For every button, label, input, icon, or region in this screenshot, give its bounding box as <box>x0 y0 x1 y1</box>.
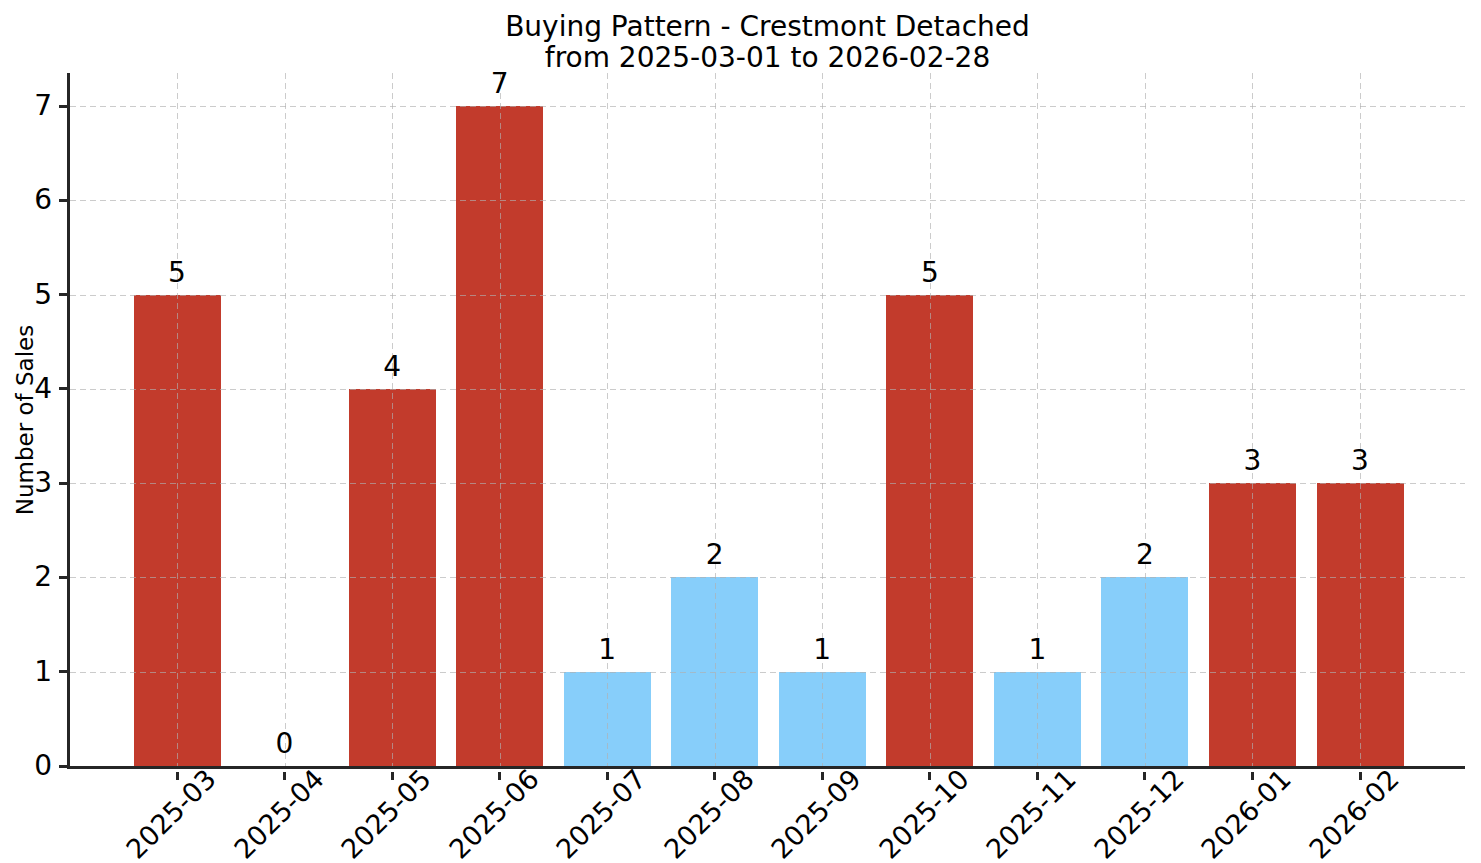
x-tick-mark-2025-12 <box>1143 772 1146 780</box>
bar-value-label-2025-05: 4 <box>383 352 401 382</box>
v-gridline-2026-01 <box>1252 73 1253 766</box>
v-gridline-2026-02 <box>1360 73 1361 766</box>
v-gridline-2025-08 <box>715 73 716 766</box>
x-tick-label-2025-12: 2025-12 <box>1089 765 1188 863</box>
x-tick-label-2025-09: 2025-09 <box>767 765 866 863</box>
x-tick-mark-2025-11 <box>1036 772 1039 780</box>
chart-title: Buying Pattern - Crestmont Detached <box>70 11 1465 42</box>
y-tick-mark-2 <box>59 576 67 579</box>
bar-value-label-2026-02: 3 <box>1351 446 1369 476</box>
v-gridline-2025-12 <box>1145 73 1146 766</box>
x-tick-label-2026-01: 2026-01 <box>1197 765 1296 863</box>
y-tick-label-6: 6 <box>0 186 52 214</box>
h-gridline-7 <box>70 106 1465 107</box>
y-tick-label-4: 4 <box>0 375 52 403</box>
v-gridline-2025-10 <box>930 73 931 766</box>
v-gridline-2025-04 <box>285 73 286 766</box>
x-tick-mark-2025-10 <box>928 772 931 780</box>
y-tick-mark-0 <box>59 765 67 768</box>
x-tick-label-2025-11: 2025-11 <box>982 765 1081 863</box>
y-tick-label-3: 3 <box>0 469 52 497</box>
bar-value-label-2025-07: 1 <box>598 635 616 665</box>
x-tick-label-2025-05: 2025-05 <box>337 765 436 863</box>
x-tick-mark-2025-06 <box>498 772 501 780</box>
y-tick-mark-4 <box>59 387 67 390</box>
x-tick-mark-2026-01 <box>1251 772 1254 780</box>
x-tick-label-2025-07: 2025-07 <box>552 765 651 863</box>
bar-value-label-2025-12: 2 <box>1136 540 1154 570</box>
bar-value-label-2025-10: 5 <box>921 258 939 288</box>
chart-subtitle: from 2025-03-01 to 2026-02-28 <box>70 42 1465 73</box>
bar-value-label-2025-03: 5 <box>168 258 186 288</box>
y-tick-mark-1 <box>59 670 67 673</box>
y-tick-mark-7 <box>59 105 67 108</box>
h-gridline-6 <box>70 200 1465 201</box>
x-tick-mark-2025-03 <box>176 772 179 780</box>
x-tick-mark-2025-07 <box>606 772 609 780</box>
h-gridline-4 <box>70 389 1465 390</box>
h-gridline-5 <box>70 295 1465 296</box>
x-tick-mark-2025-04 <box>283 772 286 780</box>
x-axis-spine <box>67 766 1465 769</box>
x-tick-label-2025-10: 2025-10 <box>874 765 973 863</box>
x-tick-mark-2025-08 <box>713 772 716 780</box>
y-tick-mark-6 <box>59 199 67 202</box>
y-tick-label-5: 5 <box>0 281 52 309</box>
h-gridline-3 <box>70 483 1465 484</box>
v-gridline-2025-06 <box>500 73 501 766</box>
y-tick-label-2: 2 <box>0 563 52 591</box>
y-tick-label-0: 0 <box>0 752 52 780</box>
h-gridline-1 <box>70 672 1465 673</box>
x-tick-mark-2026-02 <box>1359 772 1362 780</box>
y-tick-label-1: 1 <box>0 658 52 686</box>
y-axis-spine <box>67 73 70 769</box>
v-gridline-2025-05 <box>392 73 393 766</box>
x-tick-label-2025-06: 2025-06 <box>444 765 543 863</box>
x-tick-mark-2025-09 <box>821 772 824 780</box>
x-tick-mark-2025-05 <box>391 772 394 780</box>
bar-value-label-2025-09: 1 <box>813 635 831 665</box>
chart-title-block: Buying Pattern - Crestmont Detached from… <box>70 11 1465 73</box>
x-tick-label-2025-04: 2025-04 <box>229 765 328 863</box>
bar-value-label-2025-08: 2 <box>706 540 724 570</box>
y-tick-mark-3 <box>59 482 67 485</box>
bar-value-label-2025-06: 7 <box>491 69 509 99</box>
x-tick-label-2025-08: 2025-08 <box>659 765 758 863</box>
h-gridline-2 <box>70 577 1465 578</box>
y-tick-mark-5 <box>59 293 67 296</box>
bar-value-label-2025-04: 0 <box>276 729 294 759</box>
bar-value-label-2026-01: 3 <box>1244 446 1262 476</box>
y-tick-label-7: 7 <box>0 92 52 120</box>
x-tick-label-2025-03: 2025-03 <box>122 765 221 863</box>
chart-figure: Buying Pattern - Crestmont Detached from… <box>0 0 1481 863</box>
bar-value-label-2025-11: 1 <box>1028 635 1046 665</box>
x-tick-label-2026-02: 2026-02 <box>1305 765 1404 863</box>
plot-area: 504712151233012345672025-032025-042025-0… <box>70 73 1465 766</box>
v-gridline-2025-03 <box>177 73 178 766</box>
